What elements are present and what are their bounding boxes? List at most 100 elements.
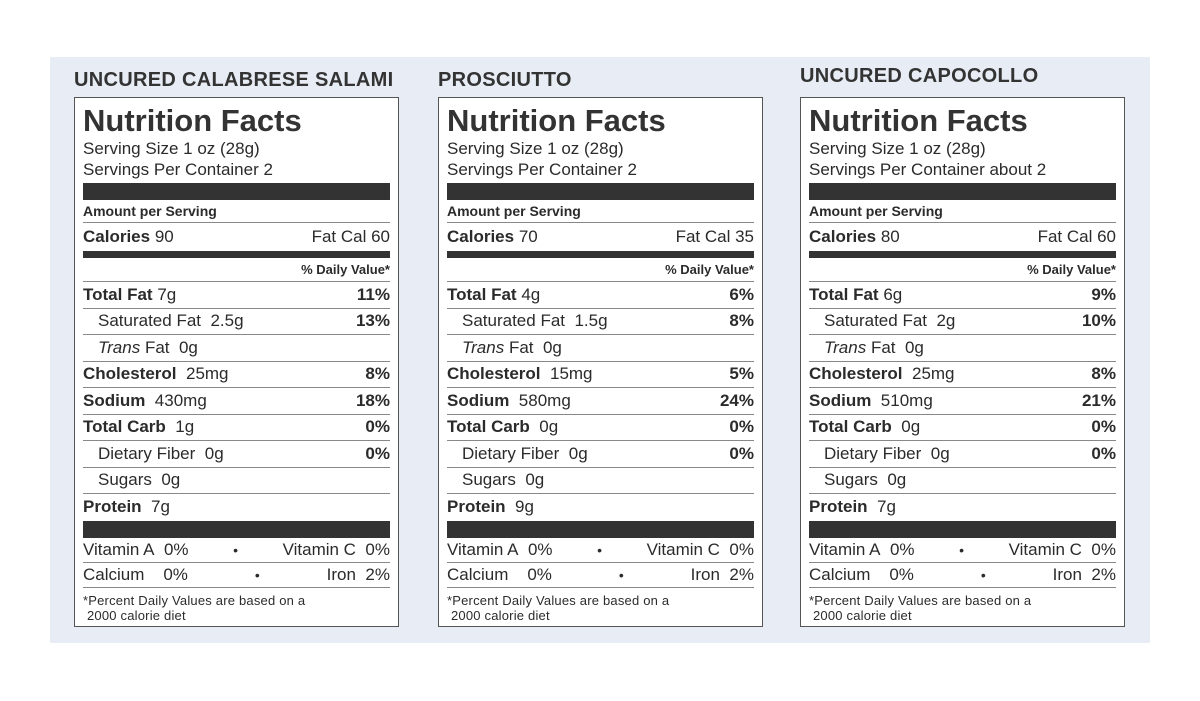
total-fat-dv: 11% bbox=[356, 284, 390, 304]
calcium-value: 0% bbox=[889, 564, 914, 584]
sodium-dv: 18% bbox=[355, 390, 390, 410]
bullet-separator: • bbox=[597, 541, 603, 558]
nutrition-facts-label: Nutrition Facts Serving Size 1 oz (28g) … bbox=[74, 97, 399, 627]
trans-fat-label: Fat bbox=[144, 337, 170, 357]
total-fat-label: Total Fat bbox=[447, 284, 517, 304]
total-carb-row: Total Carb 1g 0% bbox=[83, 415, 390, 441]
dietary-fiber-label: Dietary Fiber bbox=[824, 443, 922, 463]
nutrition-facts-heading: Nutrition Facts bbox=[447, 103, 666, 138]
sugars-row: Sugars 0g bbox=[83, 468, 390, 494]
cholesterol-row: Cholesterol 25mg 8% bbox=[809, 362, 1116, 388]
fat-calories: Fat Cal 60 bbox=[311, 227, 390, 246]
vitamin-a-value: 0% bbox=[889, 539, 915, 559]
protein-label: Protein bbox=[809, 497, 868, 517]
trans-fat-value: 0g bbox=[178, 337, 198, 357]
bullet-separator: • bbox=[618, 566, 624, 583]
total-carb-value: 0g bbox=[539, 417, 559, 437]
bullet-separator: • bbox=[980, 566, 986, 583]
mineral-row: Calcium 0% • Iron 2% bbox=[447, 563, 754, 588]
sugars-row: Sugars 0g bbox=[809, 468, 1116, 494]
saturated-fat-row: Saturated Fat 2g 10% bbox=[809, 309, 1116, 335]
footnote-line-1: *Percent Daily Values are based on a bbox=[809, 592, 1032, 608]
amount-per-serving: Amount per Serving bbox=[83, 200, 390, 223]
thick-divider bbox=[83, 520, 390, 538]
serving-size: Serving Size 1 oz (28g) bbox=[447, 139, 624, 158]
medium-divider bbox=[447, 251, 754, 258]
trans-fat-row: Trans Fat 0g bbox=[447, 335, 754, 362]
servings-per-container: Servings Per Container 2 bbox=[447, 160, 637, 179]
daily-value-header: % Daily Value* bbox=[83, 258, 390, 282]
protein-label: Protein bbox=[447, 497, 506, 517]
saturated-fat-dv: 8% bbox=[729, 311, 754, 331]
calories-row: Calories 90 Fat Cal 60 bbox=[83, 223, 390, 251]
sugars-value: 0g bbox=[525, 470, 545, 490]
dietary-fiber-row: Dietary Fiber 0g 0% bbox=[83, 441, 390, 468]
calcium-label: Calcium bbox=[809, 564, 871, 584]
servings-per-container: Servings Per Container about 2 bbox=[809, 160, 1047, 179]
iron-value: 2% bbox=[1091, 564, 1116, 584]
saturated-fat-value: 2g bbox=[936, 311, 956, 331]
saturated-fat-row: Saturated Fat 2.5g 13% bbox=[83, 309, 390, 335]
dietary-fiber-value: 0g bbox=[930, 443, 950, 463]
saturated-fat-label: Saturated Fat bbox=[462, 311, 566, 331]
protein-row: Protein 9g bbox=[447, 494, 754, 521]
sodium-value: 430mg bbox=[154, 390, 207, 410]
cholesterol-row: Cholesterol 15mg 5% bbox=[447, 362, 754, 388]
nutrition-facts-label: Nutrition Facts Serving Size 1 oz (28g) … bbox=[438, 97, 763, 627]
total-carb-row: Total Carb 0g 0% bbox=[809, 415, 1116, 441]
medium-divider bbox=[83, 251, 390, 258]
saturated-fat-dv: 13% bbox=[355, 311, 390, 331]
iron-label: Iron bbox=[690, 564, 720, 584]
cholesterol-row: Cholesterol 25mg 8% bbox=[83, 362, 390, 388]
vitamin-a-label: Vitamin A bbox=[447, 539, 519, 559]
thick-divider bbox=[83, 183, 390, 200]
product-title: PROSCIUTTO bbox=[438, 69, 572, 91]
vitamin-row: Vitamin A 0% • Vitamin C 0% bbox=[809, 538, 1116, 563]
calories-value: 90 bbox=[154, 227, 174, 246]
dietary-fiber-value: 0g bbox=[204, 443, 224, 463]
trans-fat-value: 0g bbox=[542, 337, 562, 357]
trans-label: Trans bbox=[98, 337, 141, 357]
vitamin-c-value: 0% bbox=[729, 539, 754, 559]
cholesterol-dv: 8% bbox=[365, 364, 390, 384]
sodium-dv: 24% bbox=[719, 390, 754, 410]
trans-fat-row: Trans Fat 0g bbox=[83, 335, 390, 362]
vitamin-a-label: Vitamin A bbox=[809, 539, 881, 559]
total-carb-value: 1g bbox=[175, 417, 195, 437]
footnote: *Percent Daily Values are based on a 200… bbox=[447, 593, 754, 623]
dietary-fiber-value: 0g bbox=[568, 443, 588, 463]
cholesterol-label: Cholesterol bbox=[83, 364, 177, 384]
trans-fat-label: Fat bbox=[870, 337, 896, 357]
thick-divider bbox=[809, 520, 1116, 538]
total-carb-row: Total Carb 0g 0% bbox=[447, 415, 754, 441]
saturated-fat-dv: 10% bbox=[1081, 311, 1116, 331]
vitamin-c-label: Vitamin C bbox=[282, 539, 356, 559]
protein-label: Protein bbox=[83, 497, 142, 517]
vitamin-row: Vitamin A 0% • Vitamin C 0% bbox=[83, 538, 390, 563]
protein-value: 9g bbox=[515, 497, 534, 517]
trans-fat-row: Trans Fat 0g bbox=[809, 335, 1116, 362]
total-fat-row: Total Fat 4g 6% bbox=[447, 282, 754, 309]
iron-label: Iron bbox=[326, 564, 356, 584]
footnote-line-2: 2000 calorie diet bbox=[813, 607, 912, 623]
calories-label: Calories bbox=[83, 227, 151, 246]
dietary-fiber-dv: 0% bbox=[1091, 443, 1116, 463]
vitamin-row: Vitamin A 0% • Vitamin C 0% bbox=[447, 538, 754, 563]
mineral-row: Calcium 0% • Iron 2% bbox=[83, 563, 390, 588]
vitamin-c-label: Vitamin C bbox=[1008, 539, 1082, 559]
panel-prosciutto: PROSCIUTTO Nutrition Facts Serving Size … bbox=[414, 57, 763, 643]
dietary-fiber-label: Dietary Fiber bbox=[462, 443, 560, 463]
cholesterol-value: 15mg bbox=[549, 364, 593, 384]
vitamin-c-value: 0% bbox=[1091, 539, 1116, 559]
footnote-line-1: *Percent Daily Values are based on a bbox=[447, 592, 670, 608]
sodium-label: Sodium bbox=[809, 390, 872, 410]
panel-calabrese-salami: UNCURED CALABRESE SALAMI Nutrition Facts… bbox=[50, 57, 399, 643]
sugars-value: 0g bbox=[887, 470, 907, 490]
total-fat-value: 7g bbox=[157, 284, 177, 304]
thick-divider bbox=[447, 183, 754, 200]
cholesterol-label: Cholesterol bbox=[809, 364, 903, 384]
sodium-row: Sodium 510mg 21% bbox=[809, 388, 1116, 415]
sodium-dv: 21% bbox=[1081, 390, 1116, 410]
product-title: UNCURED CAPOCOLLO bbox=[800, 65, 1039, 87]
saturated-fat-row: Saturated Fat 1.5g 8% bbox=[447, 309, 754, 335]
